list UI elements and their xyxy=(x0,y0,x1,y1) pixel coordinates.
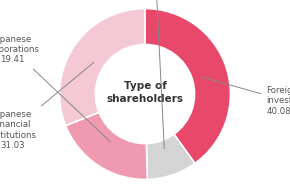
Wedge shape xyxy=(59,8,145,126)
Text: Foreign
investors
40.08: Foreign investors 40.08 xyxy=(202,77,290,116)
Text: Japanese
corporations
19.41: Japanese corporations 19.41 xyxy=(0,35,110,142)
Text: Type of
shareholders: Type of shareholders xyxy=(106,81,184,104)
Text: Japanese
financial
institutions
31.03: Japanese financial institutions 31.03 xyxy=(0,62,94,150)
Text: Individual Japanese investors, etc. 9.48: Individual Japanese investors, etc. 9.48 xyxy=(70,0,240,149)
Wedge shape xyxy=(146,134,195,179)
Wedge shape xyxy=(145,8,231,163)
Wedge shape xyxy=(66,112,147,180)
